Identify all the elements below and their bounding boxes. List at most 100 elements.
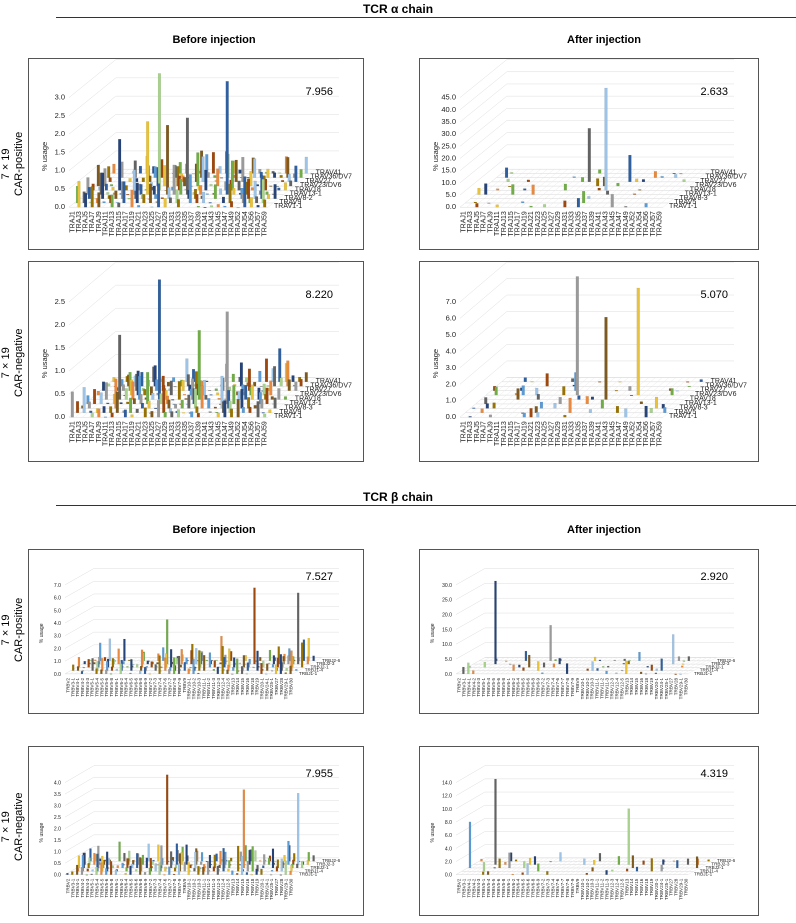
y-tick-label: 0.0 [55,202,65,211]
floor-line [127,857,157,875]
bar [241,156,245,183]
x-tick-label: TRAJ7 [89,211,96,233]
x-tick-label: TRAJ54 [242,421,249,446]
floor-line [544,857,574,875]
bar [271,171,275,174]
y-tick-label: 5.0 [54,608,61,614]
bar [526,179,530,183]
x-tick-label: TRBV27 [669,878,674,896]
bar [251,846,254,872]
bar [571,378,575,382]
bar [109,406,113,413]
bar [149,386,153,396]
bar [196,205,200,208]
x-tick-label: TRBV10-3 [196,677,201,699]
x-tick-label: TRAJ45 [609,211,616,236]
floor-line [181,657,211,675]
x-tick-label: TRAJ25 [542,211,549,236]
bar [216,666,219,675]
bar [472,670,475,675]
floor-line [103,657,133,675]
floor-line [460,657,490,675]
bar [699,379,703,382]
bar [141,177,145,183]
bar [195,648,198,665]
x-tick-label: TRBV7-2 [540,677,545,696]
diversity-index: 7.955 [305,768,333,780]
bar [184,398,188,400]
bar [265,673,268,675]
bar [168,408,172,413]
x-tick-label: TRBV13 [624,878,629,896]
x-tick-label: TRAJ37 [189,421,196,446]
bar [131,381,135,400]
bar [283,396,288,400]
bar [110,412,114,418]
floor-line [673,657,703,675]
x-tick-label: TRAJ3 [76,211,83,233]
bar [110,184,114,187]
bar [487,202,491,204]
bar [139,857,142,875]
bar [177,655,181,675]
floor-line [166,857,196,875]
bar [135,182,139,204]
x-tick-label: TRBV4-3 [85,677,90,696]
bar [252,666,255,668]
floor-line [544,657,574,675]
bar [238,169,242,174]
floor-line [629,169,677,208]
bar [75,864,79,875]
bar [213,406,217,409]
floor-line [574,657,604,675]
x-tick-label: TRBV29-1 [284,677,289,699]
gridline-depth [64,619,94,636]
bar [153,365,157,387]
x-tick-label: TRBV11-3 [211,677,216,699]
bar [155,379,159,391]
y-axis-label: % usage [40,142,49,171]
x-tick-label: TRAJ35 [182,211,189,236]
bar [615,672,618,675]
bar [596,178,600,187]
diversity-index: 8.220 [305,289,333,301]
x-tick-label: TRBV11-2 [206,677,211,699]
bar [644,673,648,675]
x-tick-label: TRBV18 [250,677,255,695]
y-tick-label: 45.0 [441,93,456,102]
bar [558,658,561,665]
bar [159,393,163,405]
bar [269,380,273,396]
bar [219,177,224,179]
bar [246,860,249,872]
bar [613,659,616,662]
floor-line [564,657,594,675]
x-tick-label: TRAJ49 [623,211,630,236]
section-rule-alpha [56,17,796,18]
bar [138,165,142,174]
bar [232,385,236,405]
x-tick-label: TRBV5-5 [491,878,496,897]
x-tick-label: TRBV5-4 [95,677,100,696]
x-tick-label: TRBV29-1 [284,878,289,900]
floor-line [608,169,656,208]
y-tick-label: 0.0 [445,672,452,678]
gridline-depth [455,568,485,586]
gridline-depth [459,144,507,184]
z-tick-label: TRAV23/DV6 [300,391,342,398]
x-tick-label: TRAJ37 [582,211,589,236]
bar [270,869,274,872]
x-tick-label: TRBV5-1 [481,878,486,897]
x-tick-label: TRBV12-5 [619,878,624,900]
bar [175,843,179,865]
bar [253,158,257,178]
x-tick-label: TRBV27 [669,677,674,695]
bar [269,185,273,187]
x-tick-label: TRAJ56 [643,211,650,236]
bar [598,169,602,174]
x-tick-label: TRBV25-1 [664,677,669,699]
bar [81,670,85,672]
bar [75,401,80,413]
z-tick-label: TRAV23/DV6 [300,182,342,189]
x-tick-label: TRAJ11 [494,421,501,446]
